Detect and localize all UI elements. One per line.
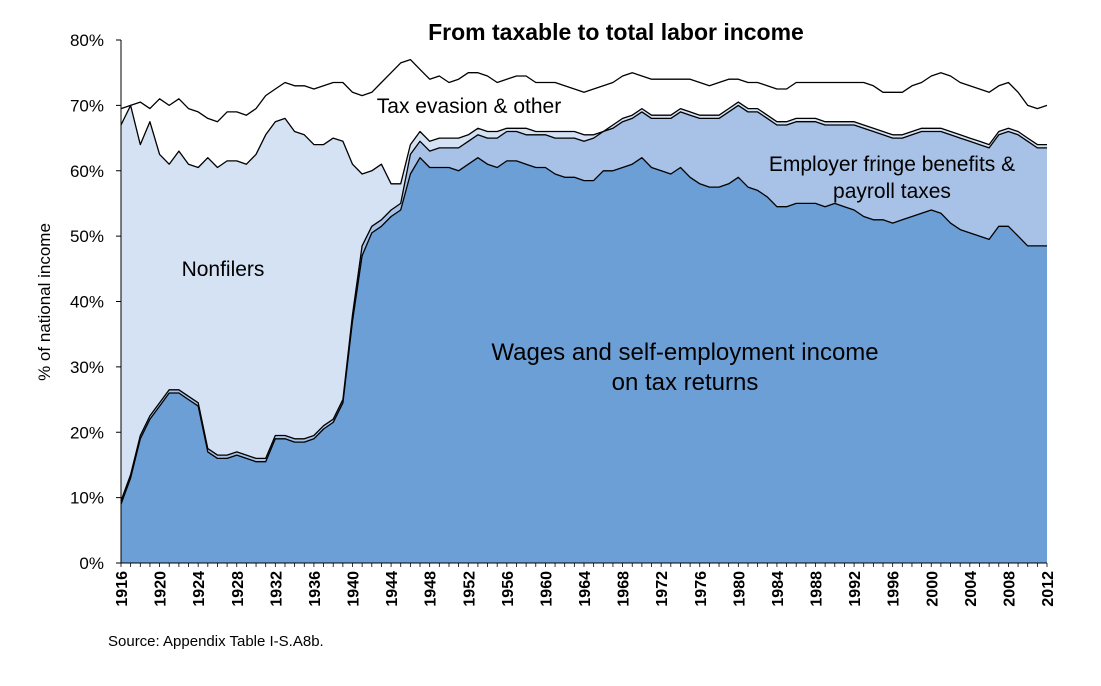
x-tick-label: 1980 [731,571,748,607]
annotation-fringe-line1: Employer fringe benefits & [769,153,1015,176]
x-tick-label: 1920 [153,571,170,607]
line-fringe-benefits [120,104,1047,502]
annotation-wages-line1: Wages and self-employment income [491,339,878,366]
y-tick-label: 60% [70,162,104,181]
x-tick-label: 2000 [924,571,941,607]
source-note: Source: Appendix Table I-S.A8b. [108,633,324,650]
x-tick-label: 1960 [538,571,555,607]
y-axis-label: % of national income [35,223,54,381]
x-tick-label: 1948 [423,571,440,607]
y-tick-labels: 0% 10% 20% 30% 40% 50% 60% 70% 80% [70,31,104,573]
annotation-nonfilers: Nonfilers [182,258,265,281]
y-tick-label: 20% [70,423,104,442]
x-tick-label: 1944 [384,571,401,607]
annotation-fringe-line2: payroll taxes [833,180,951,203]
x-tick-label: 1924 [191,571,208,607]
chart-lines [120,58,1048,505]
x-tick-label: 1968 [616,571,633,607]
annotation-wages-line2: on tax returns [612,369,759,396]
x-tick-label: 1964 [577,571,594,607]
y-tick-label: 40% [70,293,104,312]
x-tick-label: 1940 [346,571,363,607]
y-tick-label: 70% [70,96,104,115]
y-tick-label: 50% [70,227,104,246]
x-tick-label: 1972 [654,571,671,607]
chart-title: From taxable to total labor income [428,19,804,45]
y-tick-label: 80% [70,31,104,50]
area-wages [121,157,1047,563]
x-tick-label: 1996 [886,571,903,607]
line-wages [120,157,1047,505]
line-tax-evasion [120,58,1048,123]
y-tick-label: 30% [70,358,104,377]
x-tick-label: 1932 [268,571,285,607]
x-tick-label: 2012 [1040,571,1057,607]
x-tick-label: 1976 [693,571,710,607]
annotation-tax-evasion: Tax evasion & other [377,95,561,118]
chart-axes [116,39,1048,567]
chart-areas [121,59,1047,564]
line-nonfilers [120,101,1047,185]
x-tick-label: 1936 [307,571,324,607]
x-tick-label: 1992 [847,571,864,607]
x-tick-label: 1984 [770,571,787,607]
x-tick-label: 1952 [461,571,478,607]
y-tick-label: 10% [70,489,104,508]
x-tick-label: 1928 [230,571,247,607]
x-tick-label: 1988 [809,571,826,607]
x-tick-labels: 1916 1920 1924 1928 1932 1936 1940 1944 1948 1952… [114,571,1057,607]
x-tick-label: 2004 [963,571,980,607]
x-tick-label: 1956 [500,571,517,607]
y-tick-label: 0% [79,554,104,573]
x-tick-label: 1916 [114,571,131,607]
x-tick-label: 2008 [1001,571,1018,607]
